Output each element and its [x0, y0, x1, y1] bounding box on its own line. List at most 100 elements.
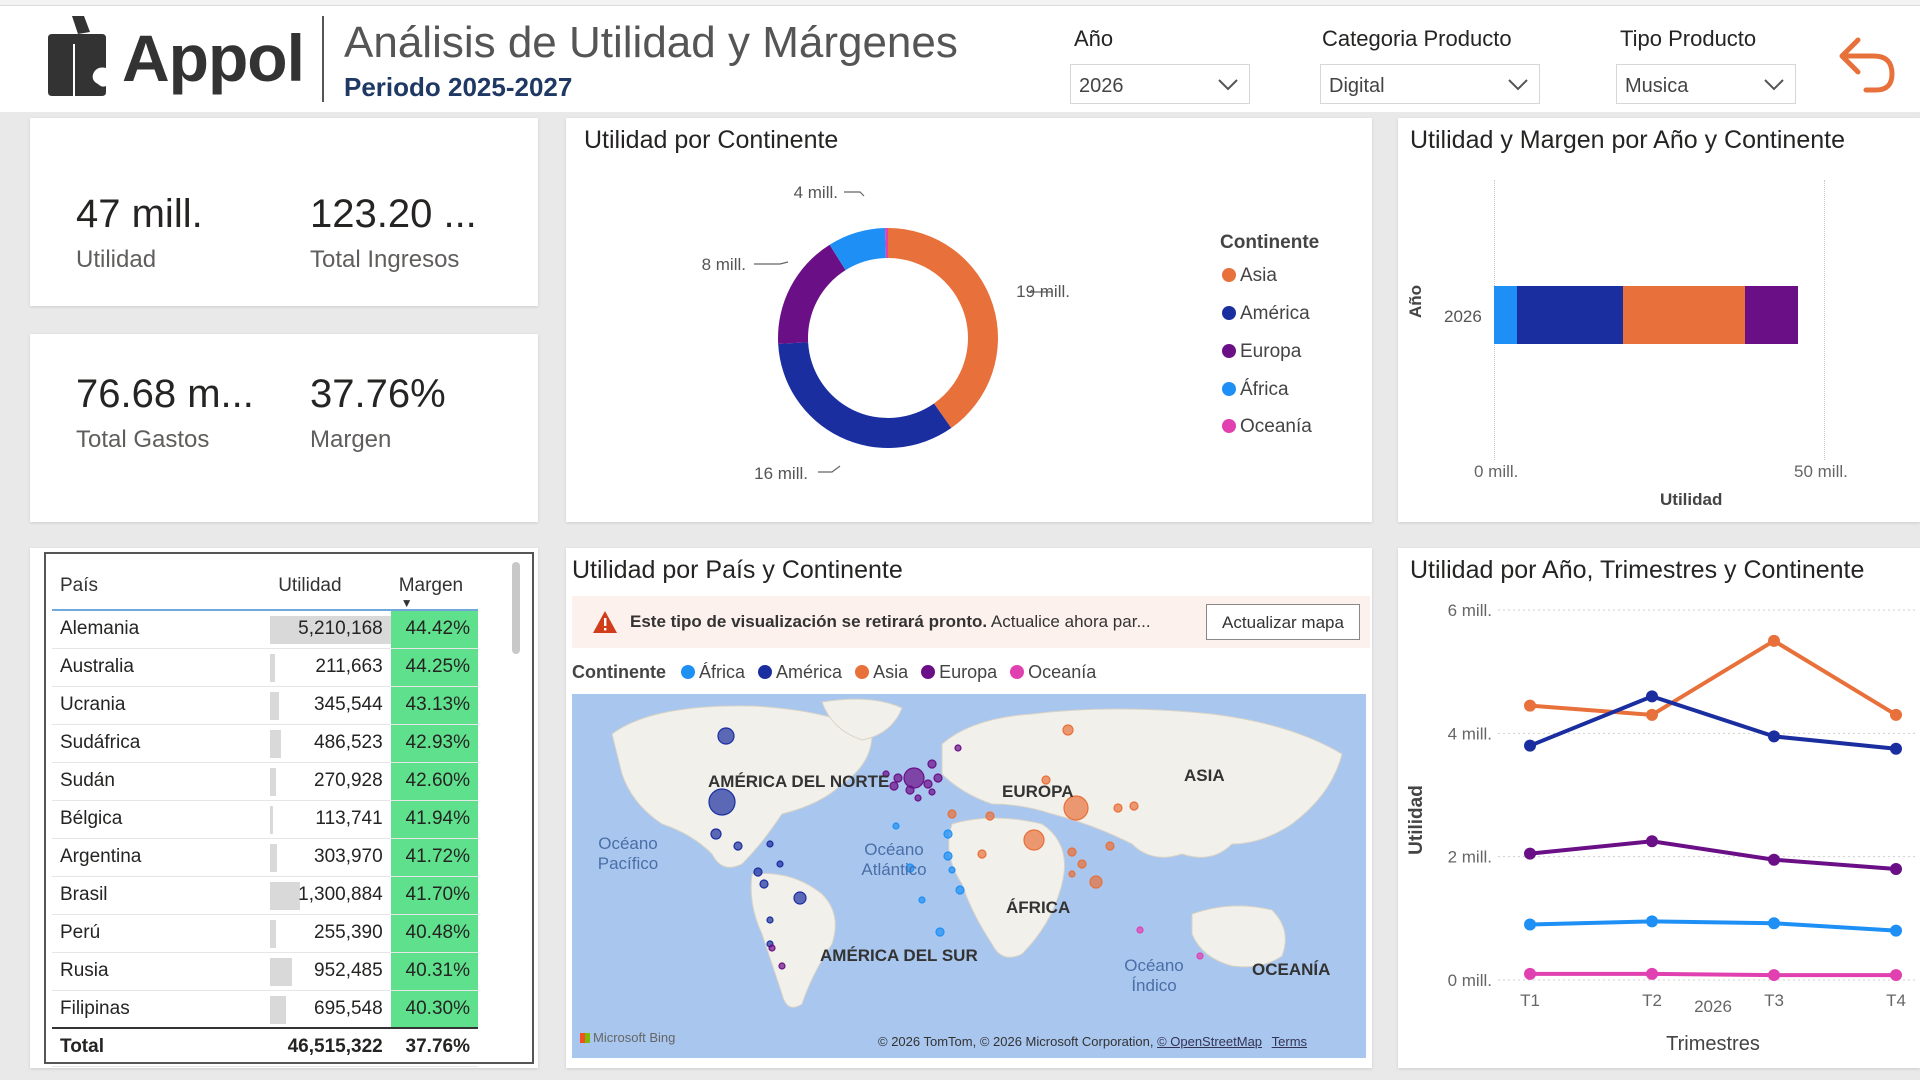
- update-map-button[interactable]: Actualizar mapa: [1206, 604, 1360, 640]
- column-header-margen[interactable]: Margen ▼: [390, 562, 478, 611]
- map-bubble[interactable]: [948, 866, 956, 874]
- column-header-utilidad[interactable]: Utilidad: [270, 562, 391, 611]
- line-series[interactable]: [1529, 694, 1897, 751]
- map-bubble[interactable]: [1113, 803, 1123, 813]
- line-point[interactable]: [1646, 915, 1658, 928]
- map-bubble[interactable]: [753, 867, 763, 877]
- table-scrollbar[interactable]: [512, 562, 520, 654]
- map-bubble[interactable]: [708, 788, 736, 816]
- table-row[interactable]: Bélgica 113,741 41.94%: [52, 800, 478, 839]
- table-row[interactable]: Argentina 303,970 41.72%: [52, 838, 478, 877]
- map-bubble[interactable]: [927, 759, 937, 769]
- table-row[interactable]: Filipinas 695,548 40.30%: [52, 990, 478, 1029]
- map-bubble[interactable]: [1023, 829, 1045, 851]
- map-bubble[interactable]: [955, 885, 965, 895]
- map-bubble[interactable]: [1105, 841, 1115, 851]
- slicer-type[interactable]: Musica: [1616, 64, 1796, 104]
- stacked-bar[interactable]: [1494, 286, 1824, 344]
- table-row[interactable]: Perú 255,390 40.48%: [52, 914, 478, 953]
- map-bubble[interactable]: [1068, 870, 1076, 878]
- map-bubble[interactable]: [914, 794, 922, 802]
- line-series[interactable]: [1529, 839, 1897, 871]
- map-legend-america[interactable]: América: [758, 662, 842, 682]
- stacked-segment[interactable]: [1744, 286, 1798, 344]
- table-row[interactable]: Ucrania 345,544 43.13%: [52, 686, 478, 725]
- map-bubble[interactable]: [768, 944, 776, 952]
- map-bubble[interactable]: [766, 916, 774, 924]
- map-bubble[interactable]: [1041, 775, 1051, 785]
- map-bubble[interactable]: [1063, 795, 1089, 821]
- world-map[interactable]: [572, 694, 1366, 1058]
- line-point[interactable]: [1524, 699, 1536, 712]
- stacked-segment[interactable]: [1517, 286, 1623, 344]
- map-bubble[interactable]: [918, 896, 926, 904]
- map-bubble[interactable]: [717, 727, 735, 745]
- map-bubble[interactable]: [793, 891, 807, 905]
- map-legend-oceania[interactable]: Oceanía: [1010, 662, 1096, 682]
- line-point[interactable]: [1890, 924, 1902, 937]
- map-bubble[interactable]: [905, 785, 915, 795]
- donut-slice-0[interactable]: [888, 228, 998, 429]
- map-bubble[interactable]: [943, 851, 953, 861]
- line-point[interactable]: [1524, 967, 1536, 980]
- map-bubble[interactable]: [943, 829, 953, 839]
- table-row[interactable]: Sudán 270,928 42.60%: [52, 762, 478, 801]
- line-point[interactable]: [1768, 969, 1780, 982]
- line-point[interactable]: [1768, 634, 1780, 647]
- table-row[interactable]: Australia 211,663 44.25%: [52, 648, 478, 687]
- table-row[interactable]: Sudáfrica 486,523 42.93%: [52, 724, 478, 763]
- line-point[interactable]: [1768, 853, 1780, 866]
- map-legend-africa[interactable]: África: [681, 662, 745, 682]
- donut-slice-4[interactable]: [885, 228, 888, 259]
- map-bubble[interactable]: [903, 767, 925, 789]
- map-bubble[interactable]: [923, 779, 933, 789]
- stacked-segment[interactable]: [1622, 286, 1745, 344]
- terms-link[interactable]: Terms: [1271, 1034, 1308, 1049]
- map-bubble[interactable]: [1129, 801, 1139, 811]
- line-point[interactable]: [1524, 847, 1536, 860]
- line-point[interactable]: [1524, 918, 1536, 931]
- donut-legend-america[interactable]: América: [1222, 303, 1310, 325]
- donut-chart[interactable]: 19 mill. 16 mill. 8 mill. 4 mill.: [680, 170, 1080, 500]
- map-bubble[interactable]: [933, 773, 943, 783]
- map-bubble[interactable]: [893, 773, 903, 783]
- map-bubble[interactable]: [1089, 875, 1103, 889]
- map-bubble[interactable]: [905, 863, 915, 873]
- table-row[interactable]: Brasil 1,300,884 41.70%: [52, 876, 478, 915]
- map-bubble[interactable]: [954, 744, 962, 752]
- map-bubble[interactable]: [766, 840, 774, 848]
- map-bubble[interactable]: [1077, 859, 1087, 869]
- map-bubble[interactable]: [776, 860, 784, 868]
- map-bubble[interactable]: [759, 879, 769, 889]
- map-bubble[interactable]: [947, 809, 957, 819]
- line-point[interactable]: [1890, 708, 1902, 721]
- donut-slice-3[interactable]: [829, 228, 886, 271]
- line-series[interactable]: [1529, 638, 1898, 717]
- line-point[interactable]: [1890, 742, 1902, 755]
- line-point[interactable]: [1646, 967, 1658, 980]
- osm-link[interactable]: © OpenStreetMap: [1157, 1034, 1263, 1049]
- map-bubble[interactable]: [733, 841, 743, 851]
- map-bubble[interactable]: [882, 770, 890, 778]
- undo-arrow-icon[interactable]: [1836, 34, 1898, 96]
- donut-legend-europa[interactable]: Europa: [1222, 341, 1301, 363]
- map-bubble[interactable]: [889, 781, 899, 791]
- map-legend-asia[interactable]: Asia: [855, 662, 908, 682]
- map-bubble[interactable]: [928, 788, 936, 796]
- donut-legend-oceania[interactable]: Oceanía: [1222, 416, 1312, 438]
- map-bubble[interactable]: [1067, 847, 1077, 857]
- line-point[interactable]: [1890, 863, 1902, 875]
- line-point[interactable]: [1890, 969, 1902, 982]
- column-header-pais[interactable]: País: [52, 562, 271, 611]
- slicer-year[interactable]: 2026: [1070, 64, 1250, 104]
- line-point[interactable]: [1768, 730, 1780, 743]
- line-point[interactable]: [1646, 708, 1658, 721]
- map-bubble[interactable]: [935, 927, 945, 937]
- line-series[interactable]: [1530, 971, 1896, 978]
- line-point[interactable]: [1768, 917, 1780, 930]
- map-bubble[interactable]: [778, 962, 786, 970]
- donut-slice-1[interactable]: [778, 342, 952, 448]
- donut-legend-africa[interactable]: África: [1222, 379, 1289, 401]
- line-chart[interactable]: 0 mill. 2 mill. 4 mill. 6 mill. T1 T2 T3 T4 Uti…: [1398, 590, 1920, 1060]
- map-bubble[interactable]: [710, 828, 722, 840]
